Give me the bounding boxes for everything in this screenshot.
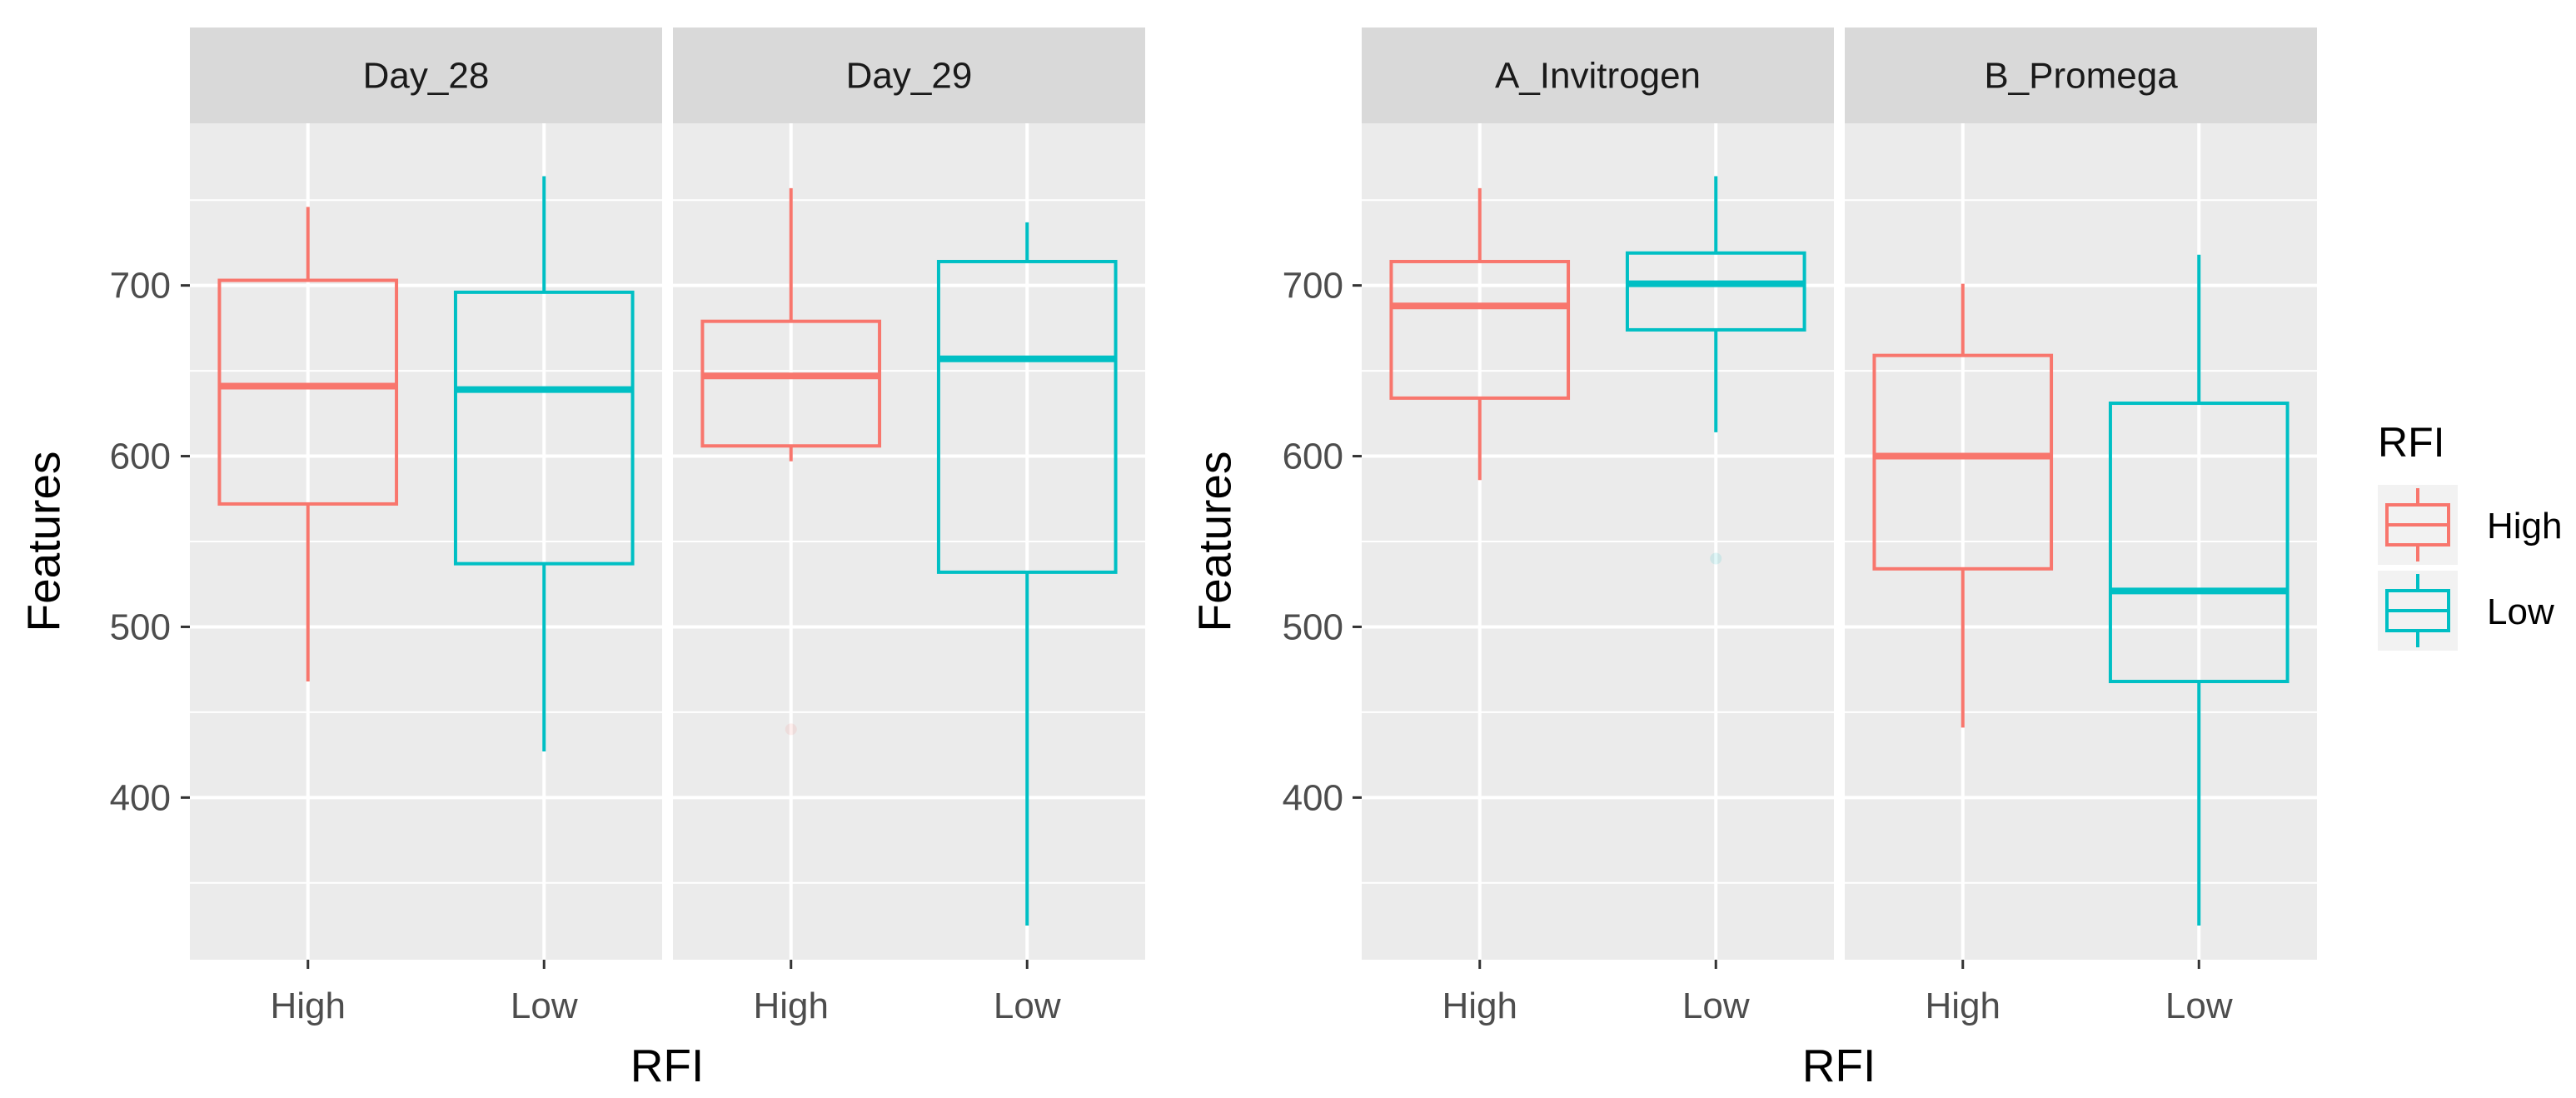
- box-low: [936, 222, 1118, 926]
- box-high: [1389, 187, 1571, 481]
- box-body: [1625, 251, 1806, 332]
- legend: RFI High Low: [2378, 419, 2563, 651]
- box-body: [1872, 353, 2054, 571]
- x-tick-label: High: [754, 986, 830, 1026]
- box-low: [453, 176, 635, 752]
- facet-day_28: Day_28 High Low: [190, 27, 662, 1026]
- box-high: [217, 207, 399, 682]
- facet-strip: [673, 27, 1145, 123]
- y-axis-title: Features: [1188, 451, 1240, 631]
- y-tick-label: 600: [110, 437, 171, 477]
- box-body: [936, 259, 1118, 574]
- box-high: [1872, 283, 2054, 728]
- facet-strip: [1362, 27, 1834, 123]
- legend-title: RFI: [2378, 419, 2445, 466]
- y-tick-label: 500: [110, 606, 171, 647]
- outlier-point: [785, 723, 797, 736]
- facet-strip-label: A_Invitrogen: [1495, 56, 1701, 97]
- x-tick-label: High: [271, 986, 346, 1026]
- facet-day_29: Day_29 High Low: [673, 27, 1145, 1026]
- x-axis-title: RFI: [1802, 1040, 1876, 1091]
- x-tick-label: Low: [511, 986, 578, 1026]
- facet-strip: [1845, 27, 2317, 123]
- chart-1: Day_28 High Low Day_29 High Low 400 500 600 700 Fe…: [17, 27, 1145, 1091]
- x-tick-label: High: [1442, 986, 1518, 1026]
- facet-strip-label: Day_29: [846, 56, 973, 97]
- box-body: [217, 278, 399, 506]
- legend-label: High: [2487, 506, 2563, 547]
- box-high: [700, 187, 882, 736]
- legend-label: Low: [2487, 591, 2554, 632]
- y-tick-label: 400: [110, 777, 171, 818]
- box-body: [1389, 259, 1571, 400]
- facet-strip-label: Day_28: [363, 56, 490, 97]
- facet-strip-label: B_Promega: [1984, 56, 2178, 97]
- y-tick-label: 400: [1283, 777, 1343, 818]
- facet-strip: [190, 27, 662, 123]
- box-body: [700, 319, 882, 448]
- y-tick-label: 700: [110, 266, 171, 307]
- x-tick-label: Low: [2165, 986, 2233, 1026]
- y-axis-title: Features: [17, 451, 69, 631]
- chart-2: A_Invitrogen High Low B_Promega High Low 400 50…: [1188, 27, 2317, 1091]
- facet-a_invitrogen: A_Invitrogen High Low: [1362, 27, 1834, 1026]
- facet-b_promega: B_Promega High Low: [1845, 27, 2317, 1026]
- x-tick-label: Low: [994, 986, 1061, 1026]
- box-body: [2108, 402, 2290, 684]
- y-tick-label: 500: [1283, 606, 1343, 647]
- outlier-point: [1710, 552, 1722, 565]
- x-axis-title: RFI: [630, 1040, 705, 1091]
- box-body: [453, 290, 635, 566]
- legend-key-high: High: [2378, 485, 2563, 565]
- x-tick-label: High: [1926, 986, 2001, 1026]
- legend-key-low: Low: [2378, 571, 2554, 651]
- box-low: [1625, 176, 1806, 565]
- y-tick-label: 700: [1283, 266, 1343, 307]
- y-tick-label: 600: [1283, 437, 1343, 477]
- x-tick-label: Low: [1682, 986, 1750, 1026]
- box-low: [2108, 254, 2290, 926]
